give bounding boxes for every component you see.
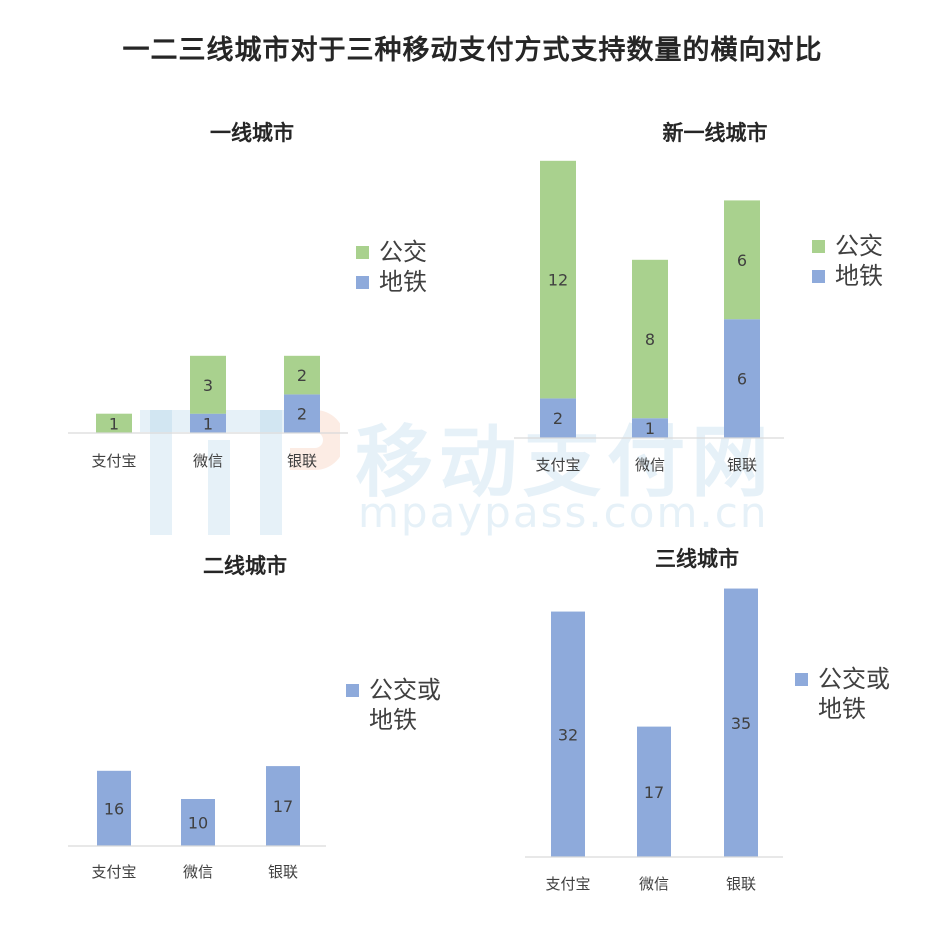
bar-支付宝-公交 [96, 413, 132, 433]
data-label: 2 [297, 366, 307, 385]
chart-title: 二线城市 [203, 554, 287, 578]
category-label: 支付宝 [545, 875, 590, 893]
bar-银联-公交 [724, 200, 760, 320]
bar-微信-公交或地铁 [637, 726, 671, 857]
chart-title: 一线城市 [210, 121, 294, 145]
legend-label: 公交或地铁 [818, 665, 890, 723]
category-label: 银联 [287, 452, 317, 470]
legend-item: 地铁 [812, 261, 883, 291]
bar-支付宝-公交或地铁 [97, 770, 131, 846]
legend-item: 公交 [356, 237, 427, 267]
category-label: 银联 [727, 456, 757, 474]
legend-label: 地铁 [835, 262, 883, 290]
legend-label: 地铁 [379, 268, 427, 296]
bar-银联-地铁 [724, 319, 760, 438]
chart-panel-3: 二线城市 16 支付宝 10 微信 17 银联 [68, 554, 326, 881]
legend-item: 公交或地铁 [346, 675, 445, 735]
data-label: 17 [273, 797, 293, 816]
data-label: 16 [104, 799, 124, 818]
data-label: 32 [558, 725, 578, 744]
data-label: 1 [645, 419, 655, 438]
data-label: 35 [731, 714, 751, 733]
legend-swatch [356, 246, 369, 259]
chart-legend: 公交 地铁 [356, 237, 427, 297]
data-label: 6 [737, 251, 747, 270]
bar-微信-公交或地铁 [181, 799, 215, 846]
chart-legend: 公交或地铁 [346, 675, 445, 735]
data-label: 10 [188, 814, 208, 833]
category-label: 微信 [193, 452, 223, 470]
category-label: 支付宝 [535, 456, 580, 474]
chart-panel-1: 一线城市 1 支付宝 1 3 微信 2 2 银联 [68, 121, 348, 470]
chart-legend: 公交 地铁 [812, 231, 883, 291]
bar-银联-公交 [284, 355, 320, 395]
bar-银联-地铁 [284, 394, 320, 433]
legend-swatch [346, 684, 359, 697]
category-label: 银联 [268, 863, 298, 881]
bar-支付宝-公交 [540, 160, 576, 399]
page-title: 一二三线城市对于三种移动支付方式支持数量的横向对比 [122, 35, 823, 66]
legend-swatch [356, 276, 369, 289]
category-label: 支付宝 [91, 452, 136, 470]
data-label: 3 [203, 376, 213, 395]
data-label: 1 [203, 414, 213, 433]
chart-title: 新一线城市 [663, 121, 768, 145]
legend-label: 公交 [835, 232, 883, 260]
data-label: 8 [645, 330, 655, 349]
legend-swatch [812, 240, 825, 253]
legend-item: 公交 [812, 231, 883, 261]
legend-item: 公交或地铁 [795, 664, 894, 724]
data-label: 2 [297, 405, 307, 424]
bar-银联-公交或地铁 [724, 588, 758, 857]
bar-微信-地铁 [190, 413, 226, 433]
legend-item: 地铁 [356, 267, 427, 297]
legend-swatch [795, 673, 808, 686]
category-label: 微信 [635, 456, 665, 474]
data-label: 1 [109, 414, 119, 433]
data-label: 2 [553, 409, 563, 428]
watermark-url: mpaypass.com.cn [358, 488, 769, 537]
chart-panel-2: 新一线城市 2 12 支付宝 1 8 微信 6 6 银联 [514, 121, 784, 474]
bar-微信-公交 [190, 355, 226, 414]
bar-支付宝-公交或地铁 [551, 611, 585, 857]
category-label: 银联 [726, 875, 756, 893]
data-label: 12 [548, 271, 568, 290]
chart-title: 三线城市 [655, 547, 739, 571]
category-label: 支付宝 [91, 863, 136, 881]
bar-银联-公交或地铁 [266, 766, 300, 846]
bar-支付宝-地铁 [540, 398, 576, 438]
bar-微信-公交 [632, 259, 668, 419]
legend-label: 公交 [379, 238, 427, 266]
legend-swatch [812, 270, 825, 283]
bar-微信-地铁 [632, 418, 668, 438]
data-label: 6 [737, 370, 747, 389]
chart-legend: 公交或地铁 [795, 664, 894, 724]
data-label: 17 [644, 783, 664, 802]
category-label: 微信 [183, 863, 213, 881]
legend-label: 公交或地铁 [369, 676, 441, 734]
chart-panel-4: 三线城市 32 支付宝 17 微信 35 银联 [525, 547, 783, 893]
category-label: 微信 [639, 875, 669, 893]
